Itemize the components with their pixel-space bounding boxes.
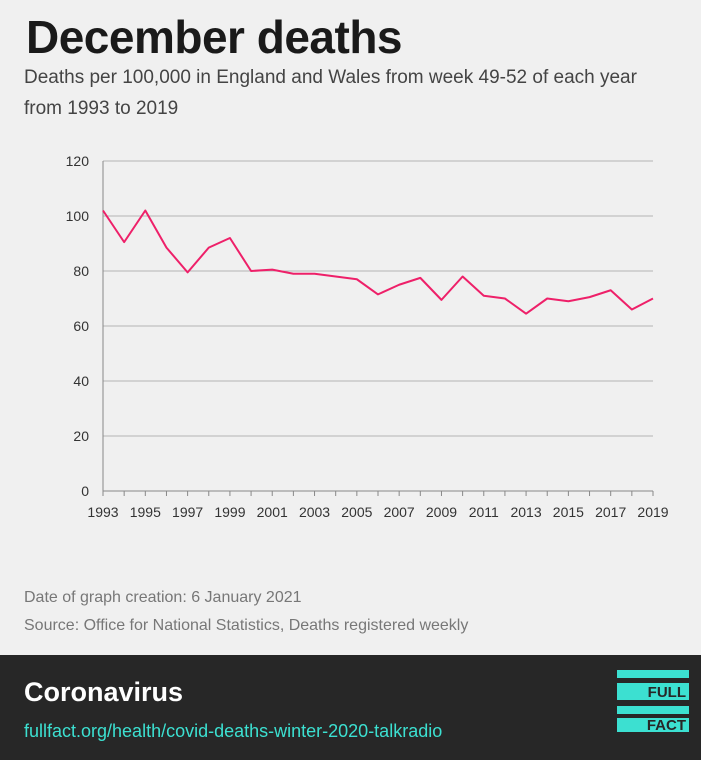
data-source: Source: Office for National Statistics, … xyxy=(24,617,469,634)
line-chart: 0 20 40 60 80 100 120 1993 1995 1997 1999 2001 2003 2… xyxy=(66,153,669,520)
logo-text-full: FULL xyxy=(648,684,686,701)
logo-text-fact: FACT xyxy=(647,717,686,732)
y-tick-label: 100 xyxy=(66,208,90,224)
x-tick-label: 1997 xyxy=(172,504,203,520)
x-tick-label: 2015 xyxy=(553,504,584,520)
x-tick-label: 2005 xyxy=(341,504,372,520)
y-tick-label: 40 xyxy=(73,373,89,389)
x-tick-label: 2009 xyxy=(426,504,457,520)
x-tick-label: 2011 xyxy=(469,504,499,520)
y-tick-label: 120 xyxy=(66,153,90,169)
x-tick-label: 2001 xyxy=(257,504,288,520)
y-tick-label: 0 xyxy=(81,483,89,499)
x-tick-label: 1993 xyxy=(87,504,118,520)
article-link[interactable]: fullfact.org/health/covid-deaths-winter-… xyxy=(24,721,443,741)
x-tick-label: 2007 xyxy=(384,504,415,520)
y-tick-label: 60 xyxy=(73,318,89,334)
x-tick-label: 1999 xyxy=(214,504,245,520)
topic-label: Coronavirus xyxy=(24,677,184,707)
y-tick-label: 20 xyxy=(73,428,89,444)
x-tick-label: 1995 xyxy=(130,504,161,520)
chart-title: December deaths xyxy=(26,11,403,63)
creation-date: Date of graph creation: 6 January 2021 xyxy=(24,589,302,606)
x-tick-label: 2017 xyxy=(595,504,626,520)
x-tick-label: 2003 xyxy=(299,504,330,520)
series-line xyxy=(102,209,654,315)
footer-bar: Coronavirus fullfact.org/health/covid-de… xyxy=(0,655,701,760)
chart-subtitle: Deaths per 100,000 in England and Wales … xyxy=(24,67,637,119)
x-tick-label: 2013 xyxy=(510,504,541,520)
full-fact-logo[interactable]: FULL FACT xyxy=(617,670,689,732)
y-tick-label: 80 xyxy=(73,263,89,279)
x-tick-label: 2019 xyxy=(637,504,668,520)
